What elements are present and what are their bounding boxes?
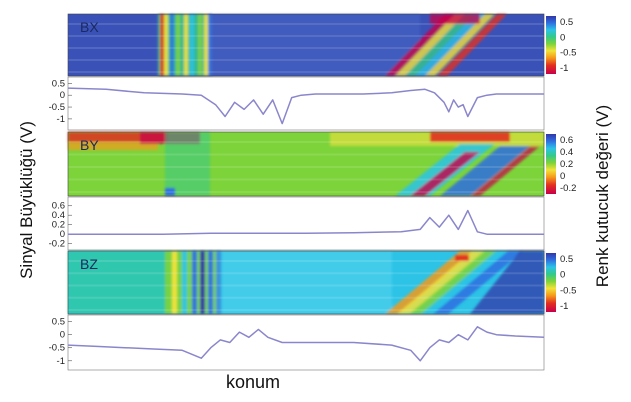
y-axis-label-right: Renk kutucuk değeri (V)	[593, 105, 612, 287]
heatmap-label: BY	[80, 137, 99, 153]
y-tick-label: -1	[57, 356, 65, 367]
y-tick-label: -0.5	[49, 343, 65, 354]
heatmap-label: BZ	[80, 256, 98, 272]
y-tick-label: 0.5	[52, 317, 65, 328]
line-frame	[68, 77, 544, 130]
colorbar-tick-label: -0.2	[560, 183, 576, 194]
colorbar-tick-label: -1	[560, 301, 568, 312]
colorbar-tick-label: 0.4	[560, 147, 573, 158]
x-axis-label: konum	[226, 372, 280, 392]
colorbar-tick-label: 0.2	[560, 159, 573, 170]
colorbar-tick-label: 0	[560, 270, 565, 281]
line-panel: 0.5 0 -0.5 -1	[49, 315, 544, 370]
y-tick-label: -1	[57, 114, 65, 125]
colorbar-tick-label: 0.6	[560, 135, 573, 146]
heatmap-label: BX	[80, 19, 99, 35]
colorbar	[546, 16, 556, 74]
colorbar-tick-label: -0.5	[560, 285, 576, 296]
y-tick-label: -0.5	[49, 102, 65, 113]
line-frame	[68, 197, 544, 250]
colorbar-tick-label: 0	[560, 171, 565, 182]
heatmap-panel: BX 0.5 0 -0.5 -1	[68, 14, 576, 76]
colorbar-tick-label: -1	[560, 63, 568, 74]
colorbar	[546, 134, 556, 194]
colorbar-tick-label: -0.5	[560, 48, 576, 59]
y-tick-label: 0	[60, 330, 65, 341]
colorbar	[546, 253, 556, 312]
line-panel: 0.60.40.20-0.2	[49, 197, 544, 250]
y-axis-label-left: Sinyal Büyüklüğü (V)	[17, 121, 36, 279]
line-panel: 0.50-0.5-1	[49, 77, 544, 130]
y-tick-label: -0.2	[49, 239, 65, 250]
heatmap-panel: BY 0.60.40.20-0.2	[68, 132, 576, 196]
colorbar-tick-label: 0.5	[560, 254, 573, 265]
y-tick-label: 0	[60, 90, 65, 101]
y-tick-label: 0.5	[52, 78, 65, 89]
colorbar-tick-label: 0.5	[560, 17, 573, 28]
heatmap-panel: BZ 0.5 0 -0.5 -1	[68, 251, 576, 314]
colorbar-tick-label: 0	[560, 32, 565, 43]
